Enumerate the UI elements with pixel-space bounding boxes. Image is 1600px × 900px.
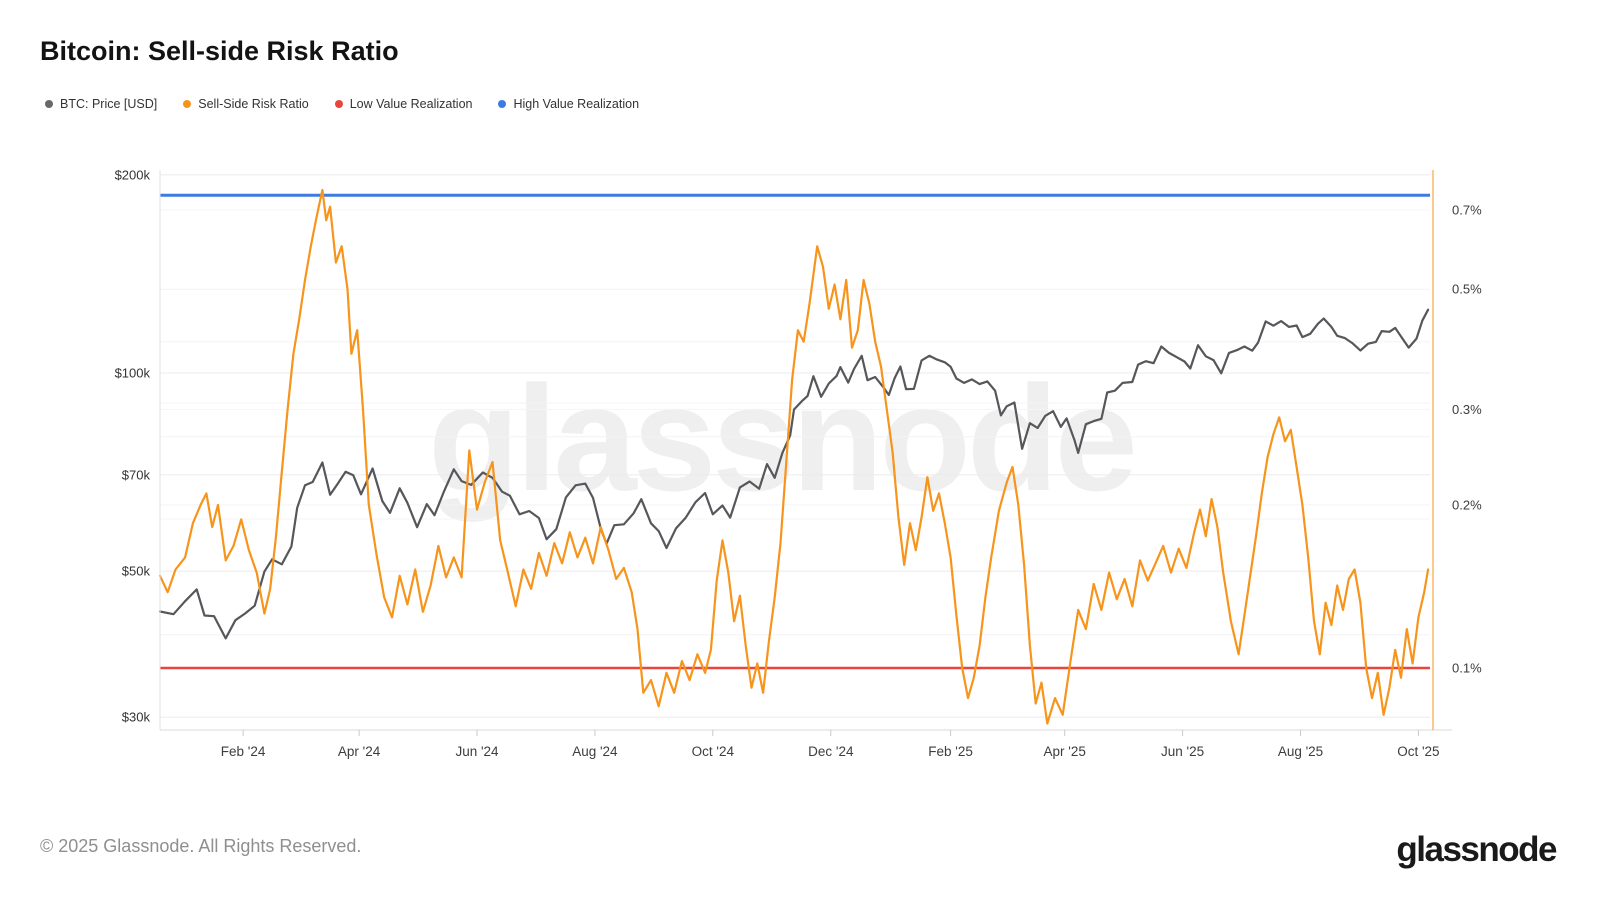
page-title: Bitcoin: Sell-side Risk Ratio bbox=[40, 36, 399, 66]
left-axis-tick-label: $30k bbox=[122, 710, 151, 725]
left-axis-tick-label: $200k bbox=[115, 167, 151, 182]
x-axis-tick-label: Dec '24 bbox=[808, 744, 854, 759]
x-axis-tick-label: Jun '24 bbox=[455, 744, 499, 759]
glassnode-watermark: glassnode bbox=[428, 354, 1134, 522]
copyright-text: © 2025 Glassnode. All Rights Reserved. bbox=[40, 836, 362, 856]
left-axis-tick-label: $50k bbox=[122, 564, 151, 579]
x-axis-tick-label: Oct '24 bbox=[692, 744, 735, 759]
x-axis-tick-label: Feb '24 bbox=[221, 744, 266, 759]
legend-item-low-value-realization[interactable]: Low Value Realization bbox=[334, 97, 473, 111]
right-axis-tick-label: 0.2% bbox=[1452, 497, 1482, 512]
legend-label: Low Value Realization bbox=[349, 97, 473, 111]
btc-price-usd--series[interactable] bbox=[158, 308, 1430, 640]
legend-label: High Value Realization bbox=[513, 97, 640, 111]
legend-item-btc-price[interactable]: BTC: Price [USD] bbox=[45, 97, 157, 111]
low-value-dot-icon bbox=[334, 100, 343, 108]
x-axis-tick-label: Feb '25 bbox=[928, 744, 973, 759]
right-axis-tick-label: 0.3% bbox=[1452, 402, 1482, 417]
legend-label: BTC: Price [USD] bbox=[60, 97, 158, 111]
legend-label: Sell-Side Risk Ratio bbox=[198, 97, 309, 111]
glassnode-logo: glassnode bbox=[1396, 830, 1557, 869]
x-axis-tick-label: Jun '25 bbox=[1161, 744, 1204, 759]
x-axis-tick-label: Oct '25 bbox=[1397, 744, 1439, 759]
legend: BTC: Price [USD] Sell-Side Risk Ratio Lo… bbox=[45, 97, 639, 111]
right-axis-tick-label: 0.7% bbox=[1452, 203, 1482, 218]
left-axis-tick-label: $100k bbox=[115, 366, 151, 381]
left-axis-tick-label: $70k bbox=[122, 467, 151, 482]
x-axis-tick-label: Aug '25 bbox=[1278, 744, 1323, 759]
right-axis-tick-label: 0.1% bbox=[1452, 661, 1482, 676]
right-axis-tick-label: 0.5% bbox=[1452, 282, 1482, 297]
x-axis-tick-label: Apr '24 bbox=[338, 744, 381, 759]
x-axis-tick-label: Apr '25 bbox=[1044, 744, 1086, 759]
legend-item-high-value-realization[interactable]: High Value Realization bbox=[498, 97, 639, 111]
btc-price-series-dot-icon bbox=[45, 100, 53, 108]
sell-side-risk-ratio-series[interactable] bbox=[158, 188, 1430, 725]
risk-ratio-series-dot-icon bbox=[183, 100, 192, 108]
legend-item-sell-side-risk-ratio[interactable]: Sell-Side Risk Ratio bbox=[183, 97, 309, 111]
high-value-dot-icon bbox=[498, 100, 507, 108]
x-axis-tick-label: Aug '24 bbox=[572, 744, 618, 759]
